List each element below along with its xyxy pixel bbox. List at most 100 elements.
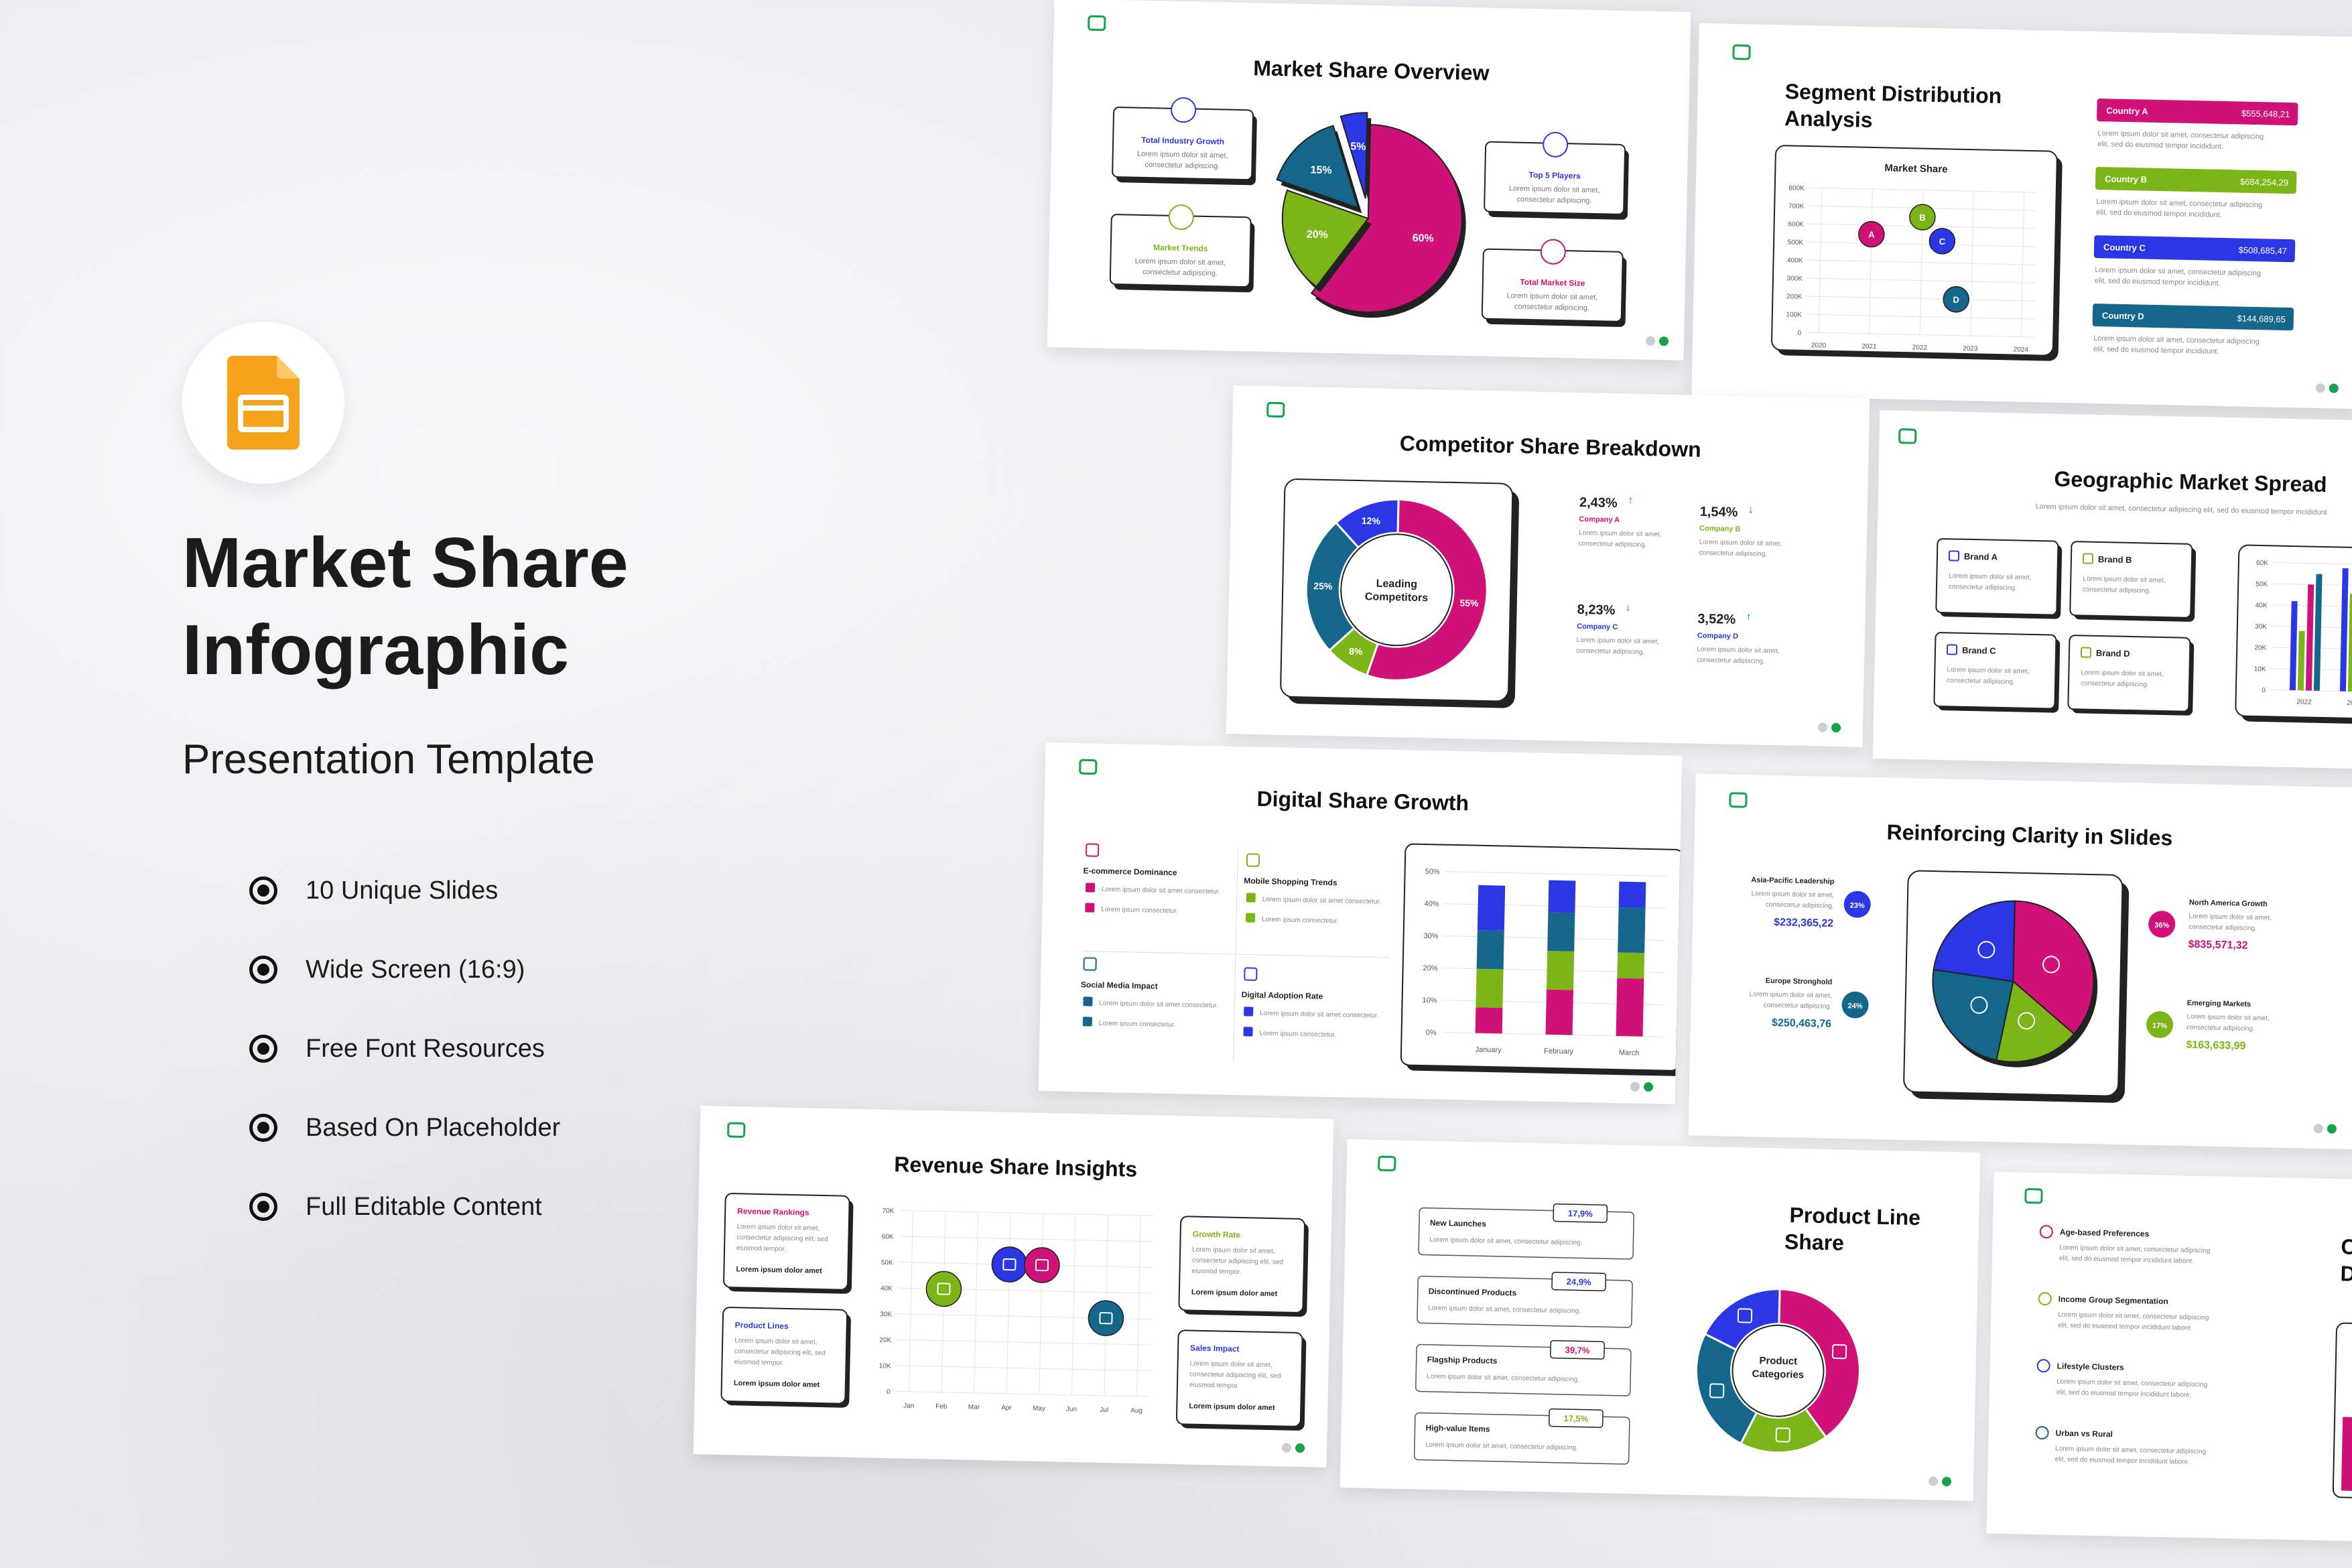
checkbox-icon — [1246, 893, 1256, 903]
grid-line — [897, 1339, 1152, 1346]
title-line-1: Market Share — [182, 523, 629, 602]
brand-name: Brand D — [2096, 648, 2130, 659]
y-tick-label: 300K — [1786, 275, 1803, 282]
value-badge — [1551, 1271, 1607, 1291]
slide-logo-icon — [1729, 792, 1748, 808]
radio-bullet-icon — [249, 1035, 277, 1063]
svg-text:Lorem ipsum dolor sit amet, co: Lorem ipsum dolor sit amet, consectetur … — [1429, 1236, 1582, 1247]
building-icon — [2082, 553, 2094, 564]
stacked-bar-segment — [1546, 951, 1575, 990]
svg-text:Lorem ipsum dolor sit amet,: Lorem ipsum dolor sit amet, — [2081, 669, 2164, 678]
card-title: Total Industry Growth — [1141, 135, 1224, 147]
y-tick-label: 0 — [887, 1388, 891, 1396]
arrow-up-icon: ↑ — [1746, 611, 1751, 623]
product-subtitle: Presentation Template — [182, 736, 595, 783]
svg-text:Lorem ipsum dolor sit amet con: Lorem ipsum dolor sit amet consectetur. — [1260, 1010, 1379, 1020]
regional-pie-chart — [1932, 900, 2098, 1067]
bubble-point — [1858, 220, 1885, 248]
nav-dot-icon — [1831, 723, 1841, 733]
y-tick-label: 800K — [1788, 184, 1805, 192]
grid-line — [2269, 689, 2352, 693]
country-name: Country C — [2103, 242, 2146, 253]
region-value: $835,571,32 — [2188, 939, 2247, 952]
donut-segment — [1778, 1288, 1861, 1439]
bubble-label: C — [1939, 237, 1946, 247]
x-tick-label: 2022 — [1912, 344, 1928, 351]
checkbox-icon — [1243, 1027, 1253, 1037]
svg-text:Lorem ipsum dolor sit amet,: Lorem ipsum dolor sit amet, — [1134, 257, 1226, 267]
svg-text:consectetur adipiscing.: consectetur adipiscing. — [1766, 901, 1834, 910]
product-value: 17,5% — [1563, 1413, 1589, 1424]
pie-slice-label: 5% — [1350, 141, 1366, 152]
checkbox-icon — [1083, 996, 1093, 1006]
nav-dot-icon — [1929, 1476, 1939, 1486]
stat-company: Company B — [1699, 525, 1740, 533]
svg-text:consectetur adipiscing.: consectetur adipiscing. — [2081, 679, 2149, 688]
svg-text:Lorem ipsum dolor sit amet, co: Lorem ipsum dolor sit amet, consectetur … — [2056, 1378, 2207, 1389]
product-value: 17,9% — [1568, 1208, 1593, 1219]
bar — [2339, 568, 2349, 692]
stat-company: Company C — [1577, 623, 1618, 631]
country-row: Country B $684,254,29 Lorem ipsum dolor … — [2095, 167, 2297, 219]
y-tick-label: 30% — [1423, 932, 1438, 940]
nav-dot-icon — [2329, 383, 2339, 393]
percent-badge — [1843, 891, 1871, 918]
grid-line — [896, 1365, 1151, 1372]
country-row: Country C $508,685,47 Lorem ipsum dolor … — [2093, 235, 2296, 287]
segment-title: Lifestyle Clusters — [2057, 1362, 2125, 1372]
slide-market-share-overview: Market Share Overview Total Industry Gro… — [1047, 0, 1691, 361]
svg-text:Lorem ipsum dolor sit amet, co: Lorem ipsum dolor sit amet, consectetur … — [1425, 1441, 1578, 1452]
value-badge — [1553, 1203, 1608, 1223]
grid-line — [974, 1212, 978, 1393]
nav-dot-icon — [2327, 1124, 2337, 1134]
feature-label: 10 Unique Slides — [306, 876, 499, 905]
pie-slice — [1281, 189, 1370, 288]
svg-text:Lorem ipsum dolor sit amet, co: Lorem ipsum dolor sit amet, consectetur … — [2095, 266, 2261, 277]
globe-icon — [1977, 941, 1996, 959]
donut-segment — [1695, 1332, 1758, 1445]
bubble-point — [1909, 204, 1936, 231]
slide-logo-icon — [1079, 759, 1098, 775]
svg-text:Lorem ipsum dolor sit amet,: Lorem ipsum dolor sit amet, — [1949, 572, 2032, 582]
grid-line — [895, 1390, 1151, 1397]
segment-title: Age-based Preferences — [2060, 1228, 2150, 1239]
svg-text:consectetur adipiscing.: consectetur adipiscing. — [2083, 586, 2151, 594]
y-tick-label: 70K — [882, 1207, 894, 1215]
donut-center-line-1: Leading — [1376, 578, 1418, 590]
bubble-label: A — [1868, 229, 1875, 239]
svg-text:consectetur adipiscing.: consectetur adipiscing. — [1579, 540, 1647, 549]
stacked-bar-segment — [1618, 881, 1646, 908]
svg-text:consectetur adipiscing.: consectetur adipiscing. — [1576, 647, 1644, 656]
bubble-point — [1929, 228, 1956, 255]
y-tick-label: 100K — [1786, 311, 1802, 318]
euro-icon — [1970, 996, 1988, 1014]
x-tick-label: 2020 — [1811, 342, 1827, 349]
x-tick-label: 2022 — [2296, 698, 2312, 706]
id-card-icon — [1831, 1344, 1847, 1360]
y-tick-label: 10K — [879, 1362, 891, 1370]
slide-reinforcing-clarity: Reinforcing Clarity in Slides Asia-Pacif… — [1688, 773, 2352, 1150]
checkbox-icon — [1085, 883, 1096, 893]
svg-text:consectetur adipiscing.: consectetur adipiscing. — [1514, 303, 1589, 312]
bag-icon — [2080, 647, 2092, 658]
stacked-bar-segment — [1477, 885, 1506, 931]
svg-text:Lorem ipsum dolor sit amet,: Lorem ipsum dolor sit amet, — [1699, 539, 1782, 548]
donut-segment-label: 55% — [1459, 597, 1479, 608]
x-tick-label: Mar — [968, 1404, 980, 1411]
product-name: New Launches — [1430, 1218, 1487, 1229]
product-name: Flagship Products — [1427, 1355, 1498, 1366]
x-tick-label: February — [1544, 1047, 1574, 1056]
svg-text:Lorem ipsum dolor sit amet, co: Lorem ipsum dolor sit amet, consectetur … — [2058, 1311, 2209, 1322]
y-tick-label: 30K — [2255, 623, 2267, 631]
product-name: High-value Items — [1425, 1423, 1490, 1434]
slide-logo-icon — [1732, 44, 1751, 60]
pie-slice — [1276, 125, 1360, 209]
card-title: Product Lines — [735, 1320, 789, 1331]
logo-badge — [182, 322, 344, 484]
slide-title-line-2: Share — [1784, 1230, 1845, 1255]
grid-line — [1818, 188, 1823, 333]
pie-slice — [1340, 112, 1368, 199]
slide-logo-icon — [1378, 1155, 1396, 1172]
region-value: $232,365,22 — [1774, 917, 1833, 929]
nav-dot-icon — [1295, 1443, 1305, 1453]
